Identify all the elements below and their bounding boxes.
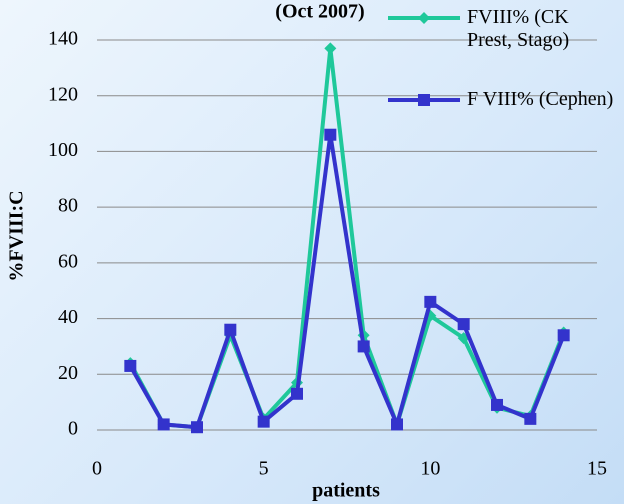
data-point — [457, 318, 470, 331]
y-tick-label: 120 — [48, 83, 78, 105]
data-point — [191, 421, 203, 434]
x-tick-label: 5 — [259, 458, 269, 480]
data-point — [257, 415, 270, 428]
legend-marker — [418, 12, 430, 24]
data-point — [491, 398, 503, 411]
data-point — [557, 329, 570, 342]
series-line — [128, 134, 566, 431]
data-point — [524, 412, 537, 425]
legend-marker — [418, 94, 430, 106]
data-point — [324, 42, 337, 55]
data-point — [157, 418, 170, 431]
y-axis-label: %FVIII:C — [6, 190, 28, 281]
data-point — [424, 295, 437, 308]
y-tick-label: 60 — [58, 250, 78, 272]
y-tick-label: 140 — [48, 28, 78, 50]
x-axis-label: patients — [312, 480, 380, 502]
y-tick-label: 0 — [68, 418, 78, 440]
x-tick-label: 10 — [420, 458, 440, 480]
x-tick-label: 0 — [92, 458, 102, 480]
legend-label: F VIII% (Cephen) — [467, 88, 614, 110]
legend-label: FVIII% (CK Prest, Stago) — [467, 6, 570, 51]
y-tick-label: 40 — [58, 306, 78, 328]
data-point — [357, 340, 370, 353]
data-point — [391, 418, 403, 431]
data-point — [224, 323, 237, 336]
x-tick-label: 15 — [587, 458, 607, 480]
data-point — [291, 387, 303, 400]
y-tick-label: 100 — [48, 139, 78, 161]
y-tick-label: 20 — [58, 362, 78, 384]
data-point — [324, 128, 337, 141]
chart-title: (Oct 2007) — [275, 1, 364, 23]
y-tick-label: 80 — [58, 195, 78, 217]
data-point — [124, 359, 137, 372]
